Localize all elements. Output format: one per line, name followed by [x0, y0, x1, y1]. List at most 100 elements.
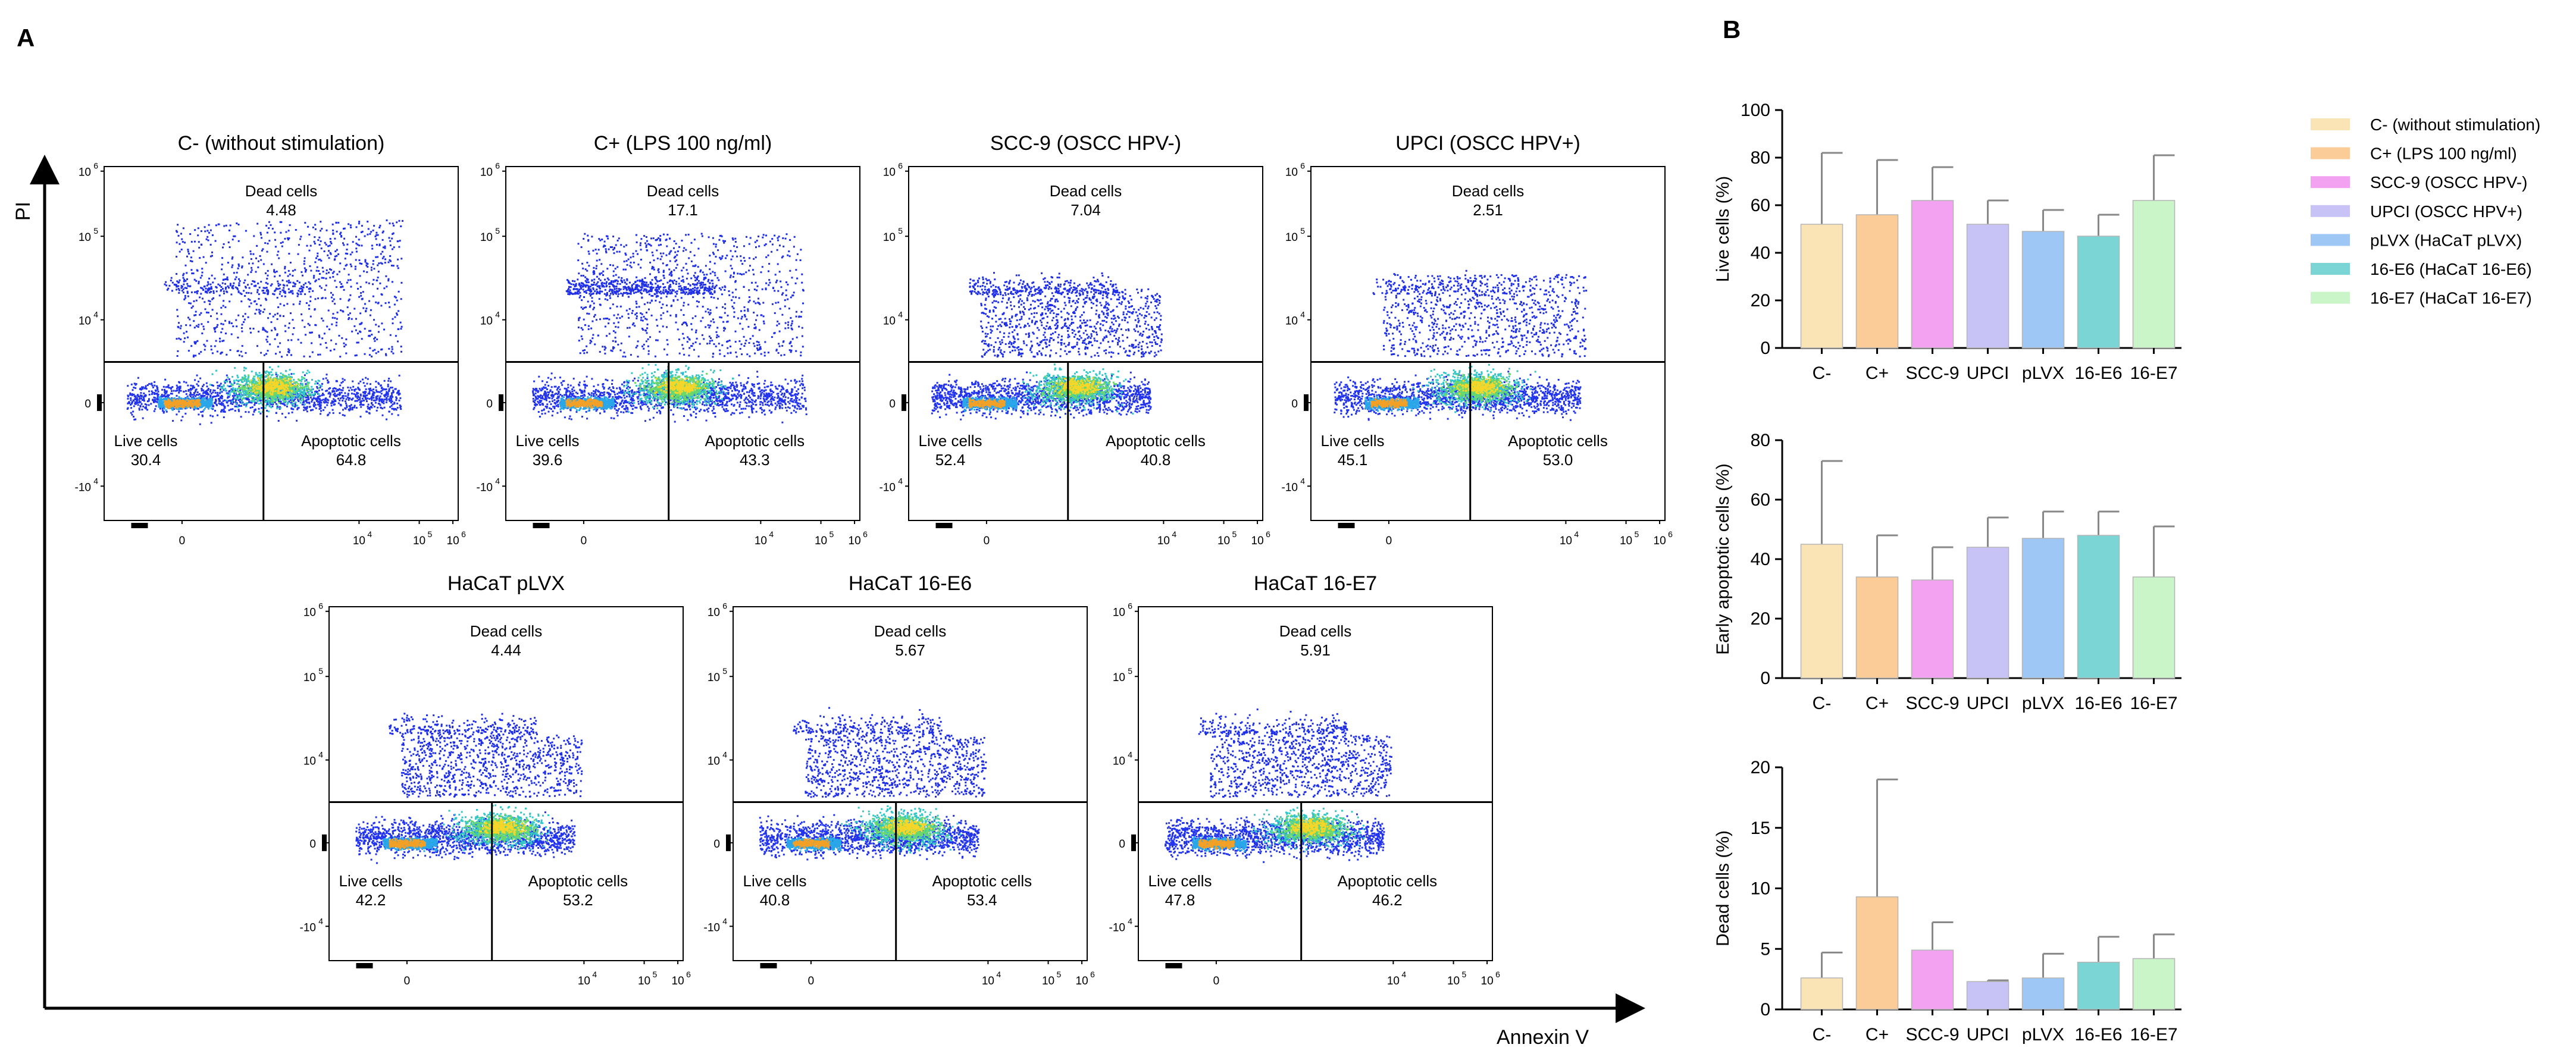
live-cells-value: 30.4 [131, 451, 161, 469]
legend-item: pLVX (HaCaT pLVX) [2311, 231, 2522, 249]
legend-item: SCC-9 (OSCC HPV-) [2311, 173, 2527, 192]
legend-swatch [2311, 118, 2350, 130]
dead-cells-value: 7.04 [1071, 201, 1101, 219]
y-tick-label: 20 [1751, 291, 1770, 310]
bar [1966, 224, 2010, 349]
x-tick-exponent: 5 [428, 529, 433, 539]
x-tick-label: 16-E6 [2074, 363, 2122, 383]
y-axis-density-ticks [1131, 834, 1136, 851]
y-tick-exponent: 4 [93, 476, 98, 485]
x-tick-label: 10 [353, 535, 365, 547]
x-tick-label: 10 [1217, 535, 1230, 547]
y-axis-title: Early apoptotic cells (%) [1713, 463, 1733, 655]
y-tick-exponent: 6 [495, 161, 500, 171]
y-tick-label: 10 [708, 607, 720, 619]
bar-chart: 0 20 40 60 80 100 Live cells (%) C- C+ SCC-9 UPCI p… [1713, 101, 2181, 383]
apoptotic-cells-value: 43.3 [740, 451, 770, 469]
bar [2077, 535, 2120, 679]
y-tick-exponent: 4 [1300, 310, 1305, 319]
apoptotic-cells-label: Apoptotic cells [528, 872, 628, 890]
legend-swatch [2311, 263, 2350, 275]
x-tick-label: C- [1813, 363, 1832, 383]
x-tick-label: C+ [1866, 363, 1889, 383]
y-tick-label: -10 [1109, 921, 1125, 934]
legend-label: UPCI (OSCC HPV+) [2370, 202, 2522, 221]
x-tick-exponent: 4 [367, 529, 372, 539]
x-tick-exponent: 6 [461, 529, 466, 539]
live-cells-label: Live cells [339, 872, 403, 890]
apoptotic-cells-value: 53.0 [1543, 451, 1573, 469]
y-axis-title: Live cells (%) [1713, 176, 1733, 282]
x-axis-density-ticks [533, 523, 550, 528]
y-tick-exponent: 5 [898, 226, 903, 236]
dead-cells-label: Dead cells [647, 182, 719, 200]
legend-swatch [2311, 205, 2350, 217]
y-tick-label: 0 [1119, 838, 1125, 851]
bar [1855, 576, 1899, 679]
y-tick-label: 10 [1285, 231, 1298, 244]
y-tick-label: 0 [1760, 338, 1770, 358]
apoptotic-cells-label: Apoptotic cells [1106, 432, 1206, 450]
flow-plot-title: UPCI (OSCC HPV+) [1395, 132, 1580, 155]
x-tick-label: SCC-9 [1905, 694, 1959, 713]
y-tick-label: 10 [480, 231, 493, 244]
flow-plot-title: SCC-9 (OSCC HPV-) [990, 132, 1181, 155]
live-cells-value: 40.8 [760, 891, 790, 909]
bar [1911, 579, 1954, 679]
y-tick-label: 0 [486, 398, 493, 410]
x-tick-label: UPCI [1967, 1025, 2010, 1045]
legend-label: pLVX (HaCaT pLVX) [2370, 231, 2522, 249]
x-tick-label: 16-E7 [2130, 1025, 2177, 1045]
y-axis-density-ticks [97, 394, 102, 411]
x-tick-exponent: 6 [1266, 529, 1270, 539]
flow-plot-frame [104, 166, 459, 521]
annexin-axis-label: Annexin V [1497, 1026, 1589, 1049]
y-tick-exponent: 4 [898, 310, 903, 319]
bar [2132, 958, 2176, 1010]
dead-cells-value: 2.51 [1473, 201, 1503, 219]
live-cells-label: Live cells [1321, 432, 1385, 450]
y-tick-label: 10 [303, 755, 316, 768]
x-tick-label: 10 [1654, 535, 1666, 547]
bar [1966, 547, 2010, 679]
bar [2021, 977, 2065, 1010]
x-tick-label: 10 [1620, 535, 1632, 547]
y-tick-exponent: 4 [318, 750, 323, 760]
y-tick-exponent: 6 [1300, 161, 1305, 171]
x-tick-label: UPCI [1967, 363, 2010, 383]
y-tick-exponent: 4 [93, 310, 98, 319]
legend-swatch [2311, 176, 2350, 189]
y-tick-exponent: 6 [318, 601, 323, 611]
y-tick-label: 0 [713, 838, 720, 851]
x-tick-exponent: 6 [1495, 970, 1500, 979]
legend-swatch [2311, 147, 2350, 159]
x-tick-exponent: 5 [830, 529, 834, 539]
bar [2021, 538, 2065, 679]
y-tick-label: 10 [883, 315, 896, 328]
x-axis-density-ticks [760, 963, 777, 968]
y-tick-label: 0 [1291, 398, 1298, 410]
y-tick-exponent: 4 [495, 476, 500, 485]
legend-swatch [2311, 234, 2350, 246]
dead-cells-label: Dead cells [245, 182, 317, 200]
y-tick-label: -10 [75, 481, 91, 494]
x-tick-label: 0 [404, 975, 411, 987]
flow-plot-frame [1138, 606, 1493, 961]
scatter-dots [355, 713, 583, 864]
panel-label-a: A [17, 24, 35, 52]
x-tick-label: 16-E7 [2130, 363, 2177, 383]
flow-plot-frame [328, 606, 684, 961]
y-tick-label: 10 [480, 167, 493, 179]
dead-cells-label: Dead cells [874, 622, 946, 640]
apoptotic-cells-label: Apoptotic cells [932, 872, 1032, 890]
x-tick-label: 0 [1386, 535, 1392, 547]
y-tick-label: 15 [1751, 818, 1770, 838]
x-tick-label: pLVX [2022, 694, 2064, 713]
x-tick-label: C- [1813, 694, 1832, 713]
legend-item: UPCI (OSCC HPV+) [2311, 202, 2522, 221]
y-tick-label: 20 [1751, 758, 1770, 777]
x-axis-density-ticks [131, 523, 148, 528]
y-tick-exponent: 6 [722, 601, 727, 611]
